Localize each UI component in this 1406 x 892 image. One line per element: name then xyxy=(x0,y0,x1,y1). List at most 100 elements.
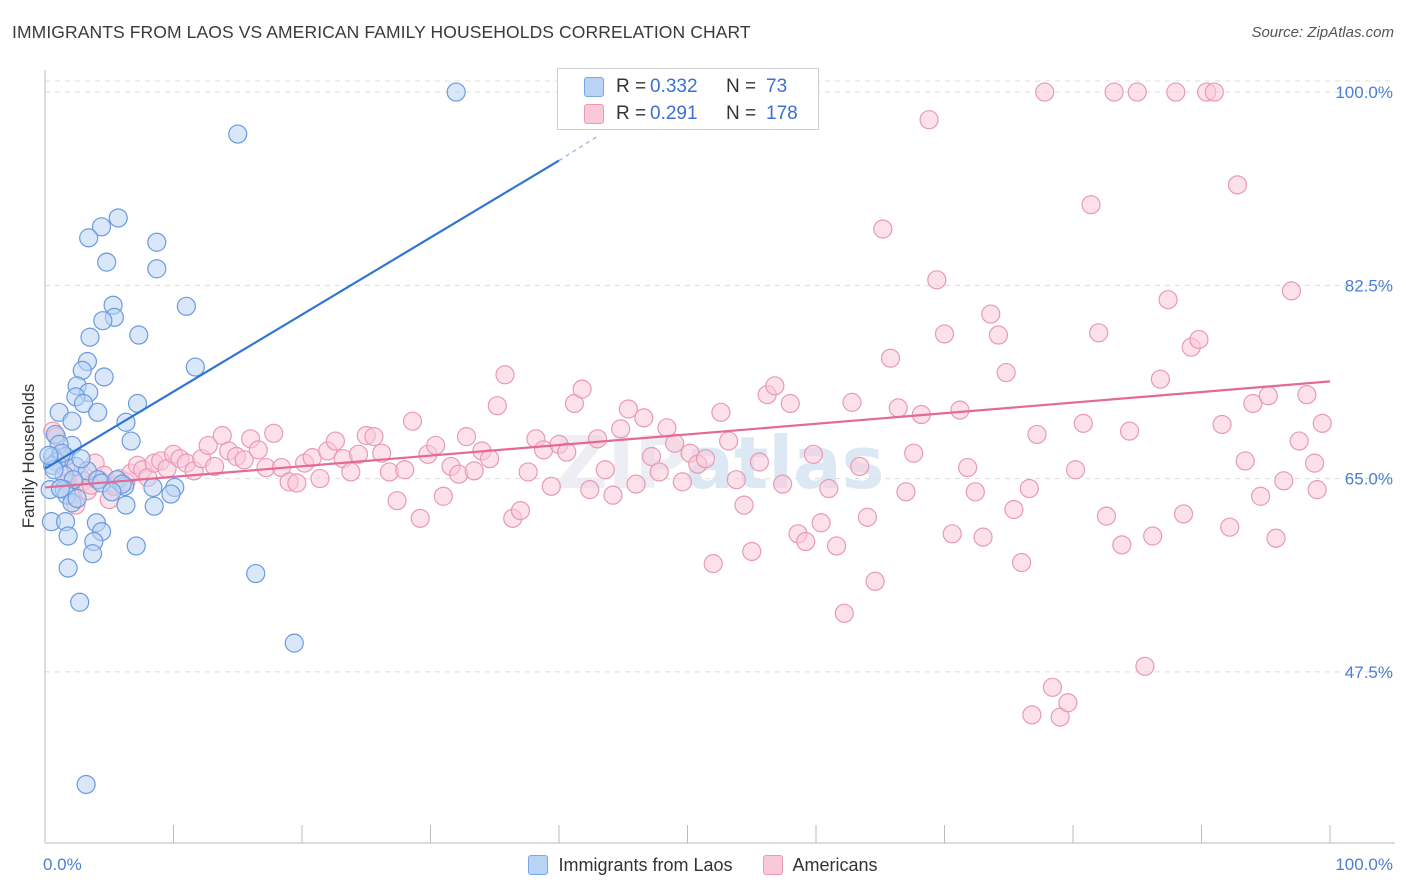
americans-point xyxy=(557,442,577,462)
americans-point xyxy=(1150,369,1170,389)
americans-point xyxy=(1035,82,1055,102)
americans-point xyxy=(1143,526,1163,546)
laos-point xyxy=(50,478,71,499)
americans-point xyxy=(1081,195,1101,215)
laos-point xyxy=(82,544,103,564)
americans-point xyxy=(1065,460,1086,480)
americans-point xyxy=(1289,431,1309,451)
laos-point xyxy=(67,488,87,509)
americans-point xyxy=(765,376,785,396)
americans-point xyxy=(595,460,615,480)
americans-point xyxy=(634,408,654,428)
americans-point xyxy=(410,508,430,528)
y-tick-label: 47.5% xyxy=(1345,663,1393,682)
americans-point xyxy=(1274,471,1294,491)
trend-lines xyxy=(44,135,1331,489)
laos-point xyxy=(246,563,266,584)
x-tick-label-min: 0.0% xyxy=(43,855,82,874)
americans-point xyxy=(919,110,939,130)
americans-point xyxy=(1004,499,1024,520)
y-axis-label: Family Households xyxy=(19,384,38,529)
americans-point xyxy=(426,435,446,456)
americans-point xyxy=(742,541,762,562)
americans-point xyxy=(1173,504,1194,524)
americans-swatch xyxy=(584,104,604,124)
americans-point xyxy=(603,485,623,505)
americans-point xyxy=(703,554,723,574)
americans-point xyxy=(719,431,739,451)
americans-point xyxy=(934,324,955,344)
americans-point xyxy=(1104,82,1124,102)
americans-point xyxy=(857,507,878,527)
americans-point xyxy=(873,219,893,239)
laos-point xyxy=(62,411,82,431)
laos-point xyxy=(39,445,59,465)
laos-point xyxy=(228,124,248,144)
americans-point xyxy=(1297,385,1317,405)
americans-point xyxy=(1096,506,1117,526)
americans-point xyxy=(695,449,716,469)
americans-point xyxy=(965,482,985,502)
americans-point xyxy=(942,524,962,544)
legend-label-laos: Immigrants from Laos xyxy=(558,854,733,875)
americans-point xyxy=(834,603,854,623)
n-label: N = xyxy=(726,103,757,124)
laos-point xyxy=(80,327,100,347)
americans-point xyxy=(456,427,477,447)
y-tick-label: 100.0% xyxy=(1335,83,1393,102)
americans-point xyxy=(480,449,500,469)
americans-point xyxy=(341,462,361,482)
americans-point xyxy=(1027,424,1047,445)
stats-row-laos: R = 0.332 N = 73 xyxy=(558,72,818,102)
americans-point xyxy=(626,474,646,494)
americans-point xyxy=(1243,393,1263,414)
americans-point xyxy=(464,461,484,481)
americans-point xyxy=(611,419,631,439)
americans-point xyxy=(1166,82,1186,102)
legend-item-americans[interactable]: Americans xyxy=(762,855,878,876)
americans-point xyxy=(950,400,970,420)
americans-point xyxy=(1227,175,1248,195)
americans-point xyxy=(287,473,307,493)
americans-point xyxy=(402,411,423,431)
americans-point xyxy=(888,398,908,418)
stats-legend: R = 0.332 N = 73 R = 0.291 N = 178 xyxy=(557,68,819,130)
laos-point xyxy=(88,402,108,422)
americans-point xyxy=(395,460,415,480)
americans-point xyxy=(803,444,824,464)
laos-point xyxy=(143,477,163,498)
series-legend: Immigrants from Laos Americans xyxy=(0,852,1406,878)
americans-point xyxy=(749,452,770,472)
laos-point xyxy=(185,357,205,377)
americans-point xyxy=(348,444,369,464)
laos-swatch xyxy=(584,77,604,97)
americans-point xyxy=(1251,486,1271,506)
laos-point xyxy=(73,393,94,414)
americans-point xyxy=(1304,453,1325,473)
americans-point xyxy=(1281,281,1302,301)
americans-point xyxy=(811,513,831,533)
laos-point xyxy=(161,484,181,504)
americans-point xyxy=(372,443,392,463)
x-tick-label-max: 100.0% xyxy=(1335,855,1393,874)
americans-point xyxy=(780,393,800,414)
americans-point xyxy=(842,392,862,412)
americans-point xyxy=(234,450,254,470)
americans-point xyxy=(904,443,924,463)
laos-point xyxy=(121,431,141,451)
americans-point xyxy=(433,486,453,506)
laos-point xyxy=(79,228,99,248)
laos-point xyxy=(147,259,167,279)
n-value: 178 xyxy=(766,103,798,124)
americans-point xyxy=(1119,421,1140,441)
americans-point xyxy=(726,470,746,490)
laos-point xyxy=(97,252,117,272)
americans-point xyxy=(1127,82,1147,102)
laos-point xyxy=(108,208,128,228)
laos-point xyxy=(126,536,146,556)
legend-item-laos[interactable]: Immigrants from Laos xyxy=(528,854,733,876)
americans-point xyxy=(1312,413,1332,433)
americans-point xyxy=(865,571,885,591)
americans-point xyxy=(487,396,507,416)
americans-points xyxy=(43,82,1332,727)
